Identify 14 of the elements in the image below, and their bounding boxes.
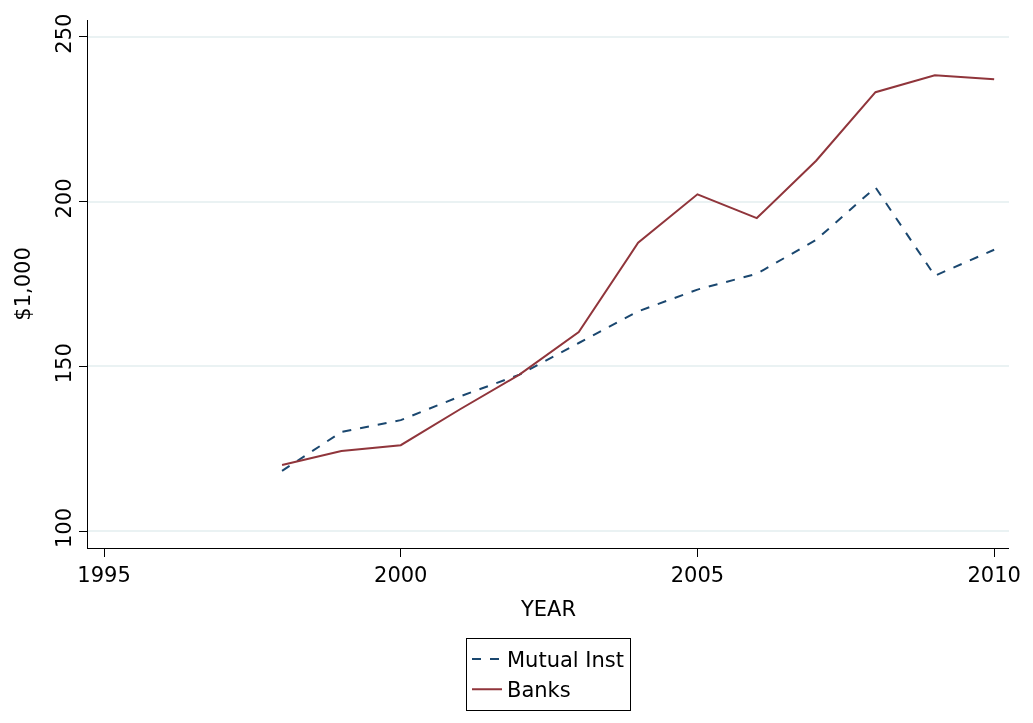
y-tick-label: 100	[51, 507, 76, 549]
legend-label: Banks	[507, 678, 571, 703]
x-tick-label: 2000	[374, 563, 428, 588]
x-axis-title: YEAR	[519, 597, 577, 622]
line-series	[281, 186, 996, 472]
y-tick-label: 250	[51, 13, 76, 54]
legend-label: Mutual Inst	[507, 648, 625, 673]
x-tick-label: 2010	[967, 563, 1021, 588]
x-tick-label: 2005	[670, 563, 725, 588]
line-series	[281, 74, 996, 466]
y-axis-title: $1,000	[10, 247, 35, 321]
x-tick-label: 1995	[77, 563, 131, 588]
y-tick-label: 150	[51, 343, 76, 384]
y-tick-label: 200	[51, 178, 76, 219]
